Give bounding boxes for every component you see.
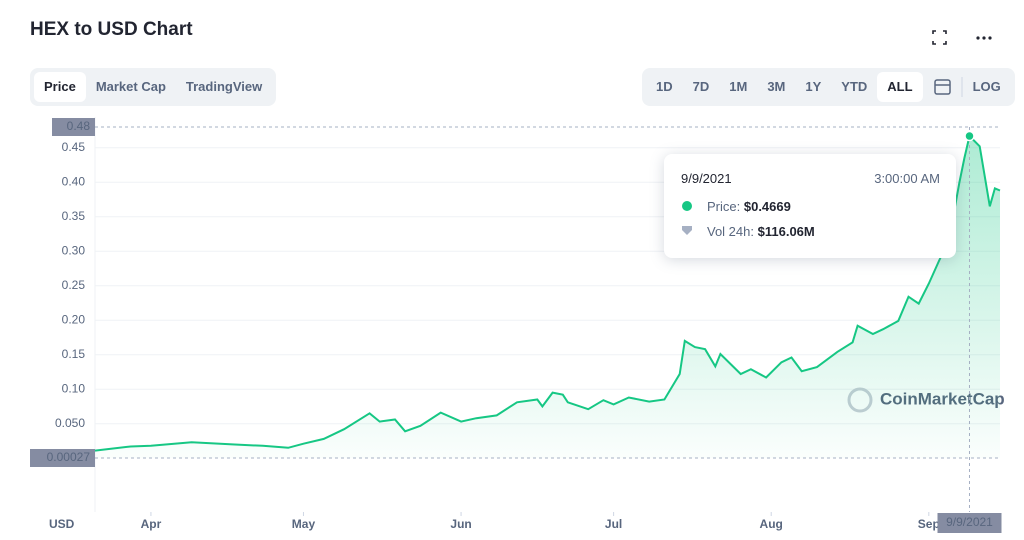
- log-button[interactable]: LOG: [972, 79, 1001, 94]
- tooltip-date: 9/9/2021: [681, 171, 732, 186]
- tooltip: 9/9/2021 3:00:00 AM Price: $0.4669 Vol 2…: [664, 154, 956, 258]
- tab[interactable]: Price: [34, 72, 86, 102]
- tooltip-time: 3:00:00 AM: [874, 171, 940, 186]
- y-tick-label: 0.45: [62, 140, 86, 154]
- date-box-label: 9/9/2021: [946, 515, 993, 529]
- y-tick-label: 0.10: [62, 381, 86, 395]
- x-tick-label: Aug: [760, 517, 783, 531]
- y-tick-label: 0.30: [62, 243, 86, 257]
- price-value: $0.4669: [743, 199, 791, 214]
- tab[interactable]: Market Cap: [95, 79, 166, 94]
- y-tick-label: 0.15: [62, 347, 86, 361]
- icons: [932, 30, 992, 45]
- x-tick-label: Apr: [141, 517, 162, 531]
- ylim-top-label: 0.48: [67, 119, 91, 133]
- x-tick-label: May: [292, 517, 316, 531]
- x-tick-label: Jul: [605, 517, 622, 531]
- peak-dot: [964, 130, 975, 142]
- price-line: [94, 134, 1001, 452]
- price-area: [95, 136, 1000, 458]
- price-dot: [682, 201, 692, 211]
- y-tick-label: 0.25: [62, 278, 86, 292]
- range-button[interactable]: 1M: [729, 79, 748, 94]
- price-label: Price:: [707, 199, 741, 214]
- ylim-bottom-label: 0.00027: [47, 450, 91, 464]
- date-box: [937, 513, 1002, 533]
- volume-icon: [682, 226, 692, 235]
- range-button[interactable]: 1D: [656, 79, 673, 94]
- y-tick-label: 0.35: [62, 209, 86, 223]
- range-button[interactable]: ALL: [877, 72, 923, 102]
- currency-label: USD: [49, 517, 75, 531]
- ylim-bottom-box: [30, 449, 95, 467]
- range-button[interactable]: 7D: [692, 79, 710, 94]
- y-tick-label: 0.050: [55, 416, 85, 430]
- range-button[interactable]: 1Y: [805, 79, 822, 94]
- x-tick-label: Jun: [450, 517, 471, 531]
- volume-label: Vol 24h:: [707, 224, 754, 239]
- range-button[interactable]: YTD: [841, 79, 868, 94]
- volume-value: $116.06M: [757, 224, 815, 239]
- y-tick-label: 0.20: [62, 312, 86, 326]
- calendar-button[interactable]: [923, 77, 963, 97]
- range-button[interactable]: 3M: [767, 79, 786, 94]
- range-group: 1D 7D 1M 3M 1Y YTD ALL LOG: [642, 68, 1015, 106]
- x-tick-label: Sep: [918, 517, 940, 531]
- y-tick-label: 0.40: [62, 174, 86, 188]
- title: HEX to USD Chart: [30, 19, 193, 40]
- tab-group: Price Market Cap TradingView: [30, 68, 277, 106]
- ylim-top-box: [52, 118, 95, 136]
- tab[interactable]: TradingView: [185, 79, 263, 94]
